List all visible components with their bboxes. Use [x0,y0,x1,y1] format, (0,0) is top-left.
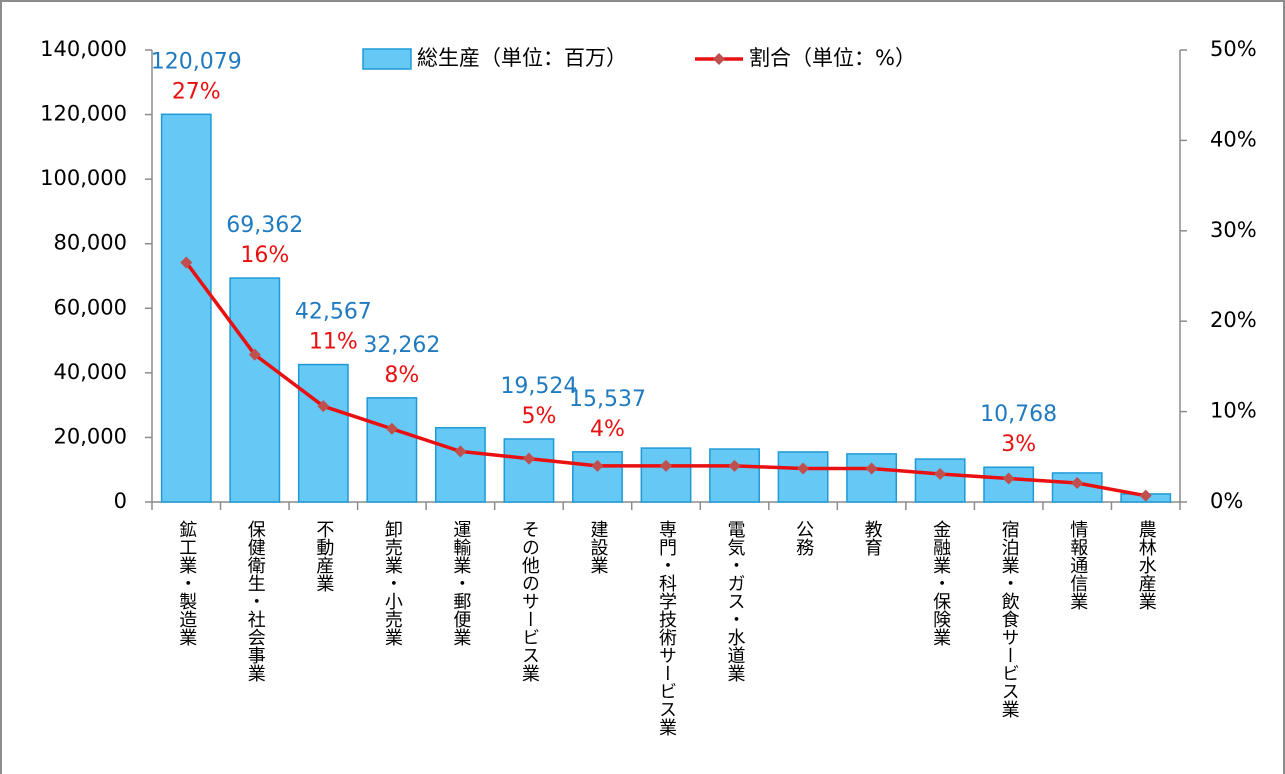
x-tick-label: 建設業 [587,520,608,574]
y-tick-label: 20,000 [54,424,127,448]
line-marker [1071,477,1084,490]
line-marker [180,256,193,269]
legend-swatch [362,48,412,70]
bar [640,447,692,503]
y-tick-label: 40,000 [54,360,127,384]
bar [572,451,623,503]
line-marker [385,422,398,435]
line-value-label: 16% [240,243,289,268]
x-tick-label: 情報通信業 [1067,520,1088,610]
line-marker [454,445,467,458]
y-tick-label: 80,000 [54,231,127,255]
x-tick-label: 卸売業・小売業 [382,520,403,646]
line-marker [1139,489,1152,502]
x-tick-label: 鉱工業・製造業 [176,520,197,646]
line-marker [1002,472,1015,485]
legend-marker [713,53,725,65]
bar [160,113,212,503]
bar-value-label: 120,079 [151,49,242,74]
bar [914,458,966,503]
y-tick-label: 140,000 [40,37,127,61]
line-marker [660,459,672,472]
legend-label: 割合（単位：%） [749,46,916,70]
bar [983,466,1035,503]
line-marker [248,348,261,361]
line-value-label: 4% [590,417,625,442]
line-value-label: 8% [384,363,419,388]
line-marker [934,467,947,480]
y2-tick-label: 0% [1210,489,1243,513]
x-tick-label: その他のサービス業 [519,520,540,682]
bar-value-label: 42,567 [295,300,372,325]
x-tick-label: 運輸業・郵便業 [450,520,471,646]
line-marker [522,452,535,465]
line-marker [865,462,878,475]
line-marker [591,459,604,472]
bar-value-label: 32,262 [363,333,440,358]
bar [709,448,760,503]
line-value-label: 3% [1001,432,1036,457]
line-value-label: 5% [521,404,556,429]
bar-value-label: 10,768 [980,402,1057,427]
line-marker [797,462,810,475]
bar [777,451,829,503]
bar [434,426,486,503]
y2-tick-label: 40% [1210,127,1257,151]
x-tick-label: 電気・ガス・水道業 [725,520,746,682]
line-marker [317,400,330,413]
y2-tick-label: 10% [1210,399,1257,423]
bar [229,277,281,503]
bar-value-label: 69,362 [226,213,303,238]
x-tick-label: 教育 [862,520,883,557]
x-tick-label: 保健衛生・社会事業 [245,520,266,682]
line-value-label: 11% [309,330,358,355]
bar-value-label: 15,537 [569,387,646,412]
x-tick-label: 専門・科学技術サービス業 [656,520,677,736]
line-marker [728,459,741,472]
y2-tick-label: 30% [1210,218,1257,242]
x-tick-label: 宿泊業・飲食サービス業 [999,520,1020,718]
y-tick-label: 0 [114,489,127,513]
x-tick-label: 金融業・保険業 [930,520,951,646]
y2-tick-label: 50% [1210,37,1257,61]
legend-label: 総生産（単位：百万） [417,46,627,70]
bar [846,453,898,503]
y-tick-label: 120,000 [40,102,127,126]
y2-tick-label: 20% [1210,308,1257,332]
x-tick-label: 公務 [793,520,814,557]
y-tick-label: 60,000 [54,295,127,319]
bar [366,397,418,503]
line-value-label: 27% [172,79,221,104]
x-tick-label: 不動産業 [313,520,334,592]
x-tick-label: 農林水産業 [1136,520,1157,610]
bar-value-label: 19,524 [500,374,577,399]
y-tick-label: 100,000 [40,166,127,190]
bar [503,438,555,503]
bar [297,363,349,503]
